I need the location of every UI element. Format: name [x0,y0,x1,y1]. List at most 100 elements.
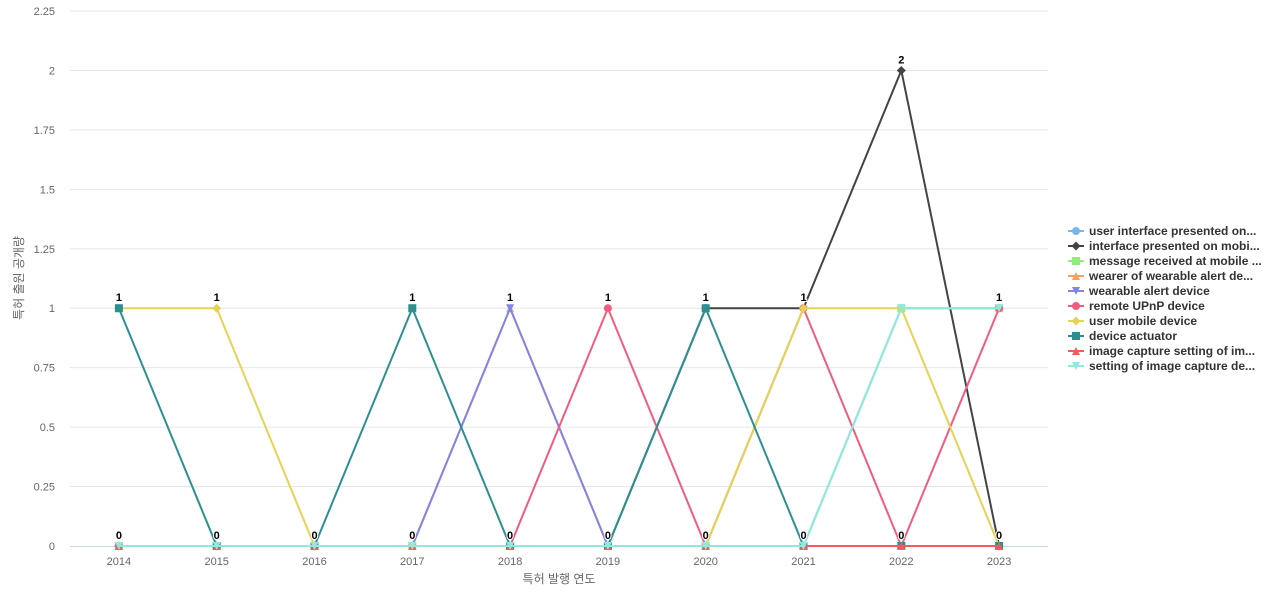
data-label-zero: 0 [214,530,220,542]
data-label: 1 [800,292,806,304]
data-point[interactable] [701,542,710,550]
legend-item[interactable]: wearable alert device [1068,283,1262,298]
legend-label: wearer of wearable alert de... [1089,268,1254,283]
legend-item[interactable]: interface presented on mobi... [1068,238,1262,253]
series-group [114,65,1004,551]
x-tick-label: 2020 [693,556,717,568]
data-point[interactable] [995,304,1004,313]
x-tick-label: 2019 [596,556,620,568]
legend-label: device actuator [1089,328,1178,343]
data-point[interactable] [212,303,222,313]
legend-label: setting of image capture de... [1089,358,1256,373]
data-label-zero: 0 [800,530,806,542]
legend-label: message received at mobile ... [1089,253,1262,268]
data-label: 0 [311,530,317,542]
triangle-marker-icon [1068,270,1084,282]
legend-label: user mobile device [1089,313,1198,328]
x-tick-label: 2018 [498,556,522,568]
legend: user interface presented on... interface … [1068,223,1262,373]
data-label-zero: 0 [116,530,122,542]
x-tick-label: 2023 [987,556,1011,568]
data-label-zero: 0 [311,530,317,542]
legend-item[interactable]: image capture setting of im... [1068,343,1262,358]
data-label: 2 [898,54,904,66]
data-label-zero: 0 [898,530,904,542]
y-tick-label: 2 [49,65,55,77]
data-label-zero: 0 [605,530,611,542]
x-tick-label: 2015 [204,556,228,568]
data-label-zero: 0 [507,530,513,542]
y-tick-label: 0.5 [40,422,55,434]
y-tick-label: 2.25 [34,6,55,18]
data-point[interactable] [506,304,515,313]
data-point[interactable] [799,303,808,313]
data-point[interactable] [995,542,1004,550]
triangle-marker-icon [1068,345,1084,357]
legend-label: remote UPnP device [1089,298,1205,313]
legend-item[interactable]: user mobile device [1068,313,1262,328]
circle-marker-icon [1068,225,1084,237]
y-tick-label: 0.75 [34,363,55,375]
data-point[interactable] [603,542,612,550]
circle-marker-icon [1068,300,1084,312]
x-tick-label: 2022 [889,556,913,568]
data-point[interactable] [897,542,906,550]
square-marker-icon [1068,255,1084,267]
data-point[interactable] [310,542,319,550]
data-point[interactable] [799,542,808,550]
x-tick-label: 2016 [302,556,326,568]
y-axis-ticks: 0 0.25 0.5 0.75 1 1.25 1.5 1.75 2 2.25 [34,6,55,553]
data-label-zero: 0 [409,530,415,542]
legend-item[interactable]: user interface presented on... [1068,223,1262,238]
y-axis-title: 특허 출원 공개량 [12,236,26,320]
data-label: 1 [703,292,709,304]
data-label: 1 [214,292,220,304]
legend-label: image capture setting of im... [1089,343,1256,358]
series-9[interactable] [114,304,1004,550]
diamond-marker-icon [1068,240,1084,252]
data-label-zero: 0 [703,530,709,542]
data-point[interactable] [701,304,710,313]
y-tick-label: 1.5 [40,184,55,196]
legend-item[interactable]: message received at mobile ... [1068,253,1262,268]
data-label: 1 [116,292,122,304]
data-label: 1 [996,292,1002,304]
legend-label: wearable alert device [1089,283,1210,298]
data-label: 1 [507,292,513,304]
data-point[interactable] [896,65,906,75]
legend-label: interface presented on mobi... [1089,238,1260,253]
x-tick-label: 2021 [791,556,815,568]
y-tick-label: 0.25 [34,482,55,494]
x-tick-label: 2014 [107,556,131,568]
triangle-down-marker-icon [1068,360,1084,372]
data-label: 1 [605,292,611,304]
series-line[interactable] [118,307,1000,547]
x-axis-title: 특허 발행 연도 [523,571,596,586]
legend-item[interactable]: remote UPnP device [1068,298,1262,313]
data-point[interactable] [897,304,906,313]
triangle-down-marker-icon [1068,285,1084,297]
legend-item[interactable]: wearer of wearable alert de... [1068,268,1262,283]
y-tick-label: 1.25 [34,244,55,256]
data-point[interactable] [603,304,612,313]
y-tick-label: 1 [49,303,55,315]
x-tick-label: 2017 [400,556,424,568]
data-label-zero: 0 [996,530,1002,542]
data-point[interactable] [114,304,123,313]
legend-item[interactable]: device actuator [1068,328,1262,343]
data-point[interactable] [114,542,123,550]
y-tick-label: 0 [49,541,55,553]
grid-lines [70,10,1048,488]
square-marker-icon [1068,330,1084,342]
legend-item[interactable]: setting of image capture de... [1068,358,1262,373]
legend-label: user interface presented on... [1089,223,1257,238]
x-axis-ticks: 2014 2015 2016 2017 2018 2019 2020 2021 2022 2023 [107,556,1012,568]
data-point[interactable] [408,542,417,550]
data-point[interactable] [212,542,221,550]
data-label: 1 [409,292,415,304]
diamond-marker-icon [1068,315,1084,327]
data-point[interactable] [408,304,417,313]
data-point[interactable] [506,542,515,550]
